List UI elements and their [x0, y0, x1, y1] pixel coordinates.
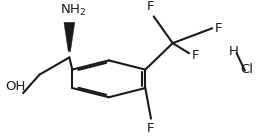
Text: F: F — [147, 0, 155, 13]
Text: OH: OH — [5, 80, 25, 93]
Text: F: F — [147, 122, 155, 135]
Text: H: H — [229, 45, 239, 58]
Text: Cl: Cl — [241, 63, 254, 76]
Text: F: F — [215, 22, 222, 35]
Text: F: F — [192, 49, 199, 62]
Polygon shape — [64, 22, 75, 51]
Text: NH$_2$: NH$_2$ — [60, 2, 87, 18]
